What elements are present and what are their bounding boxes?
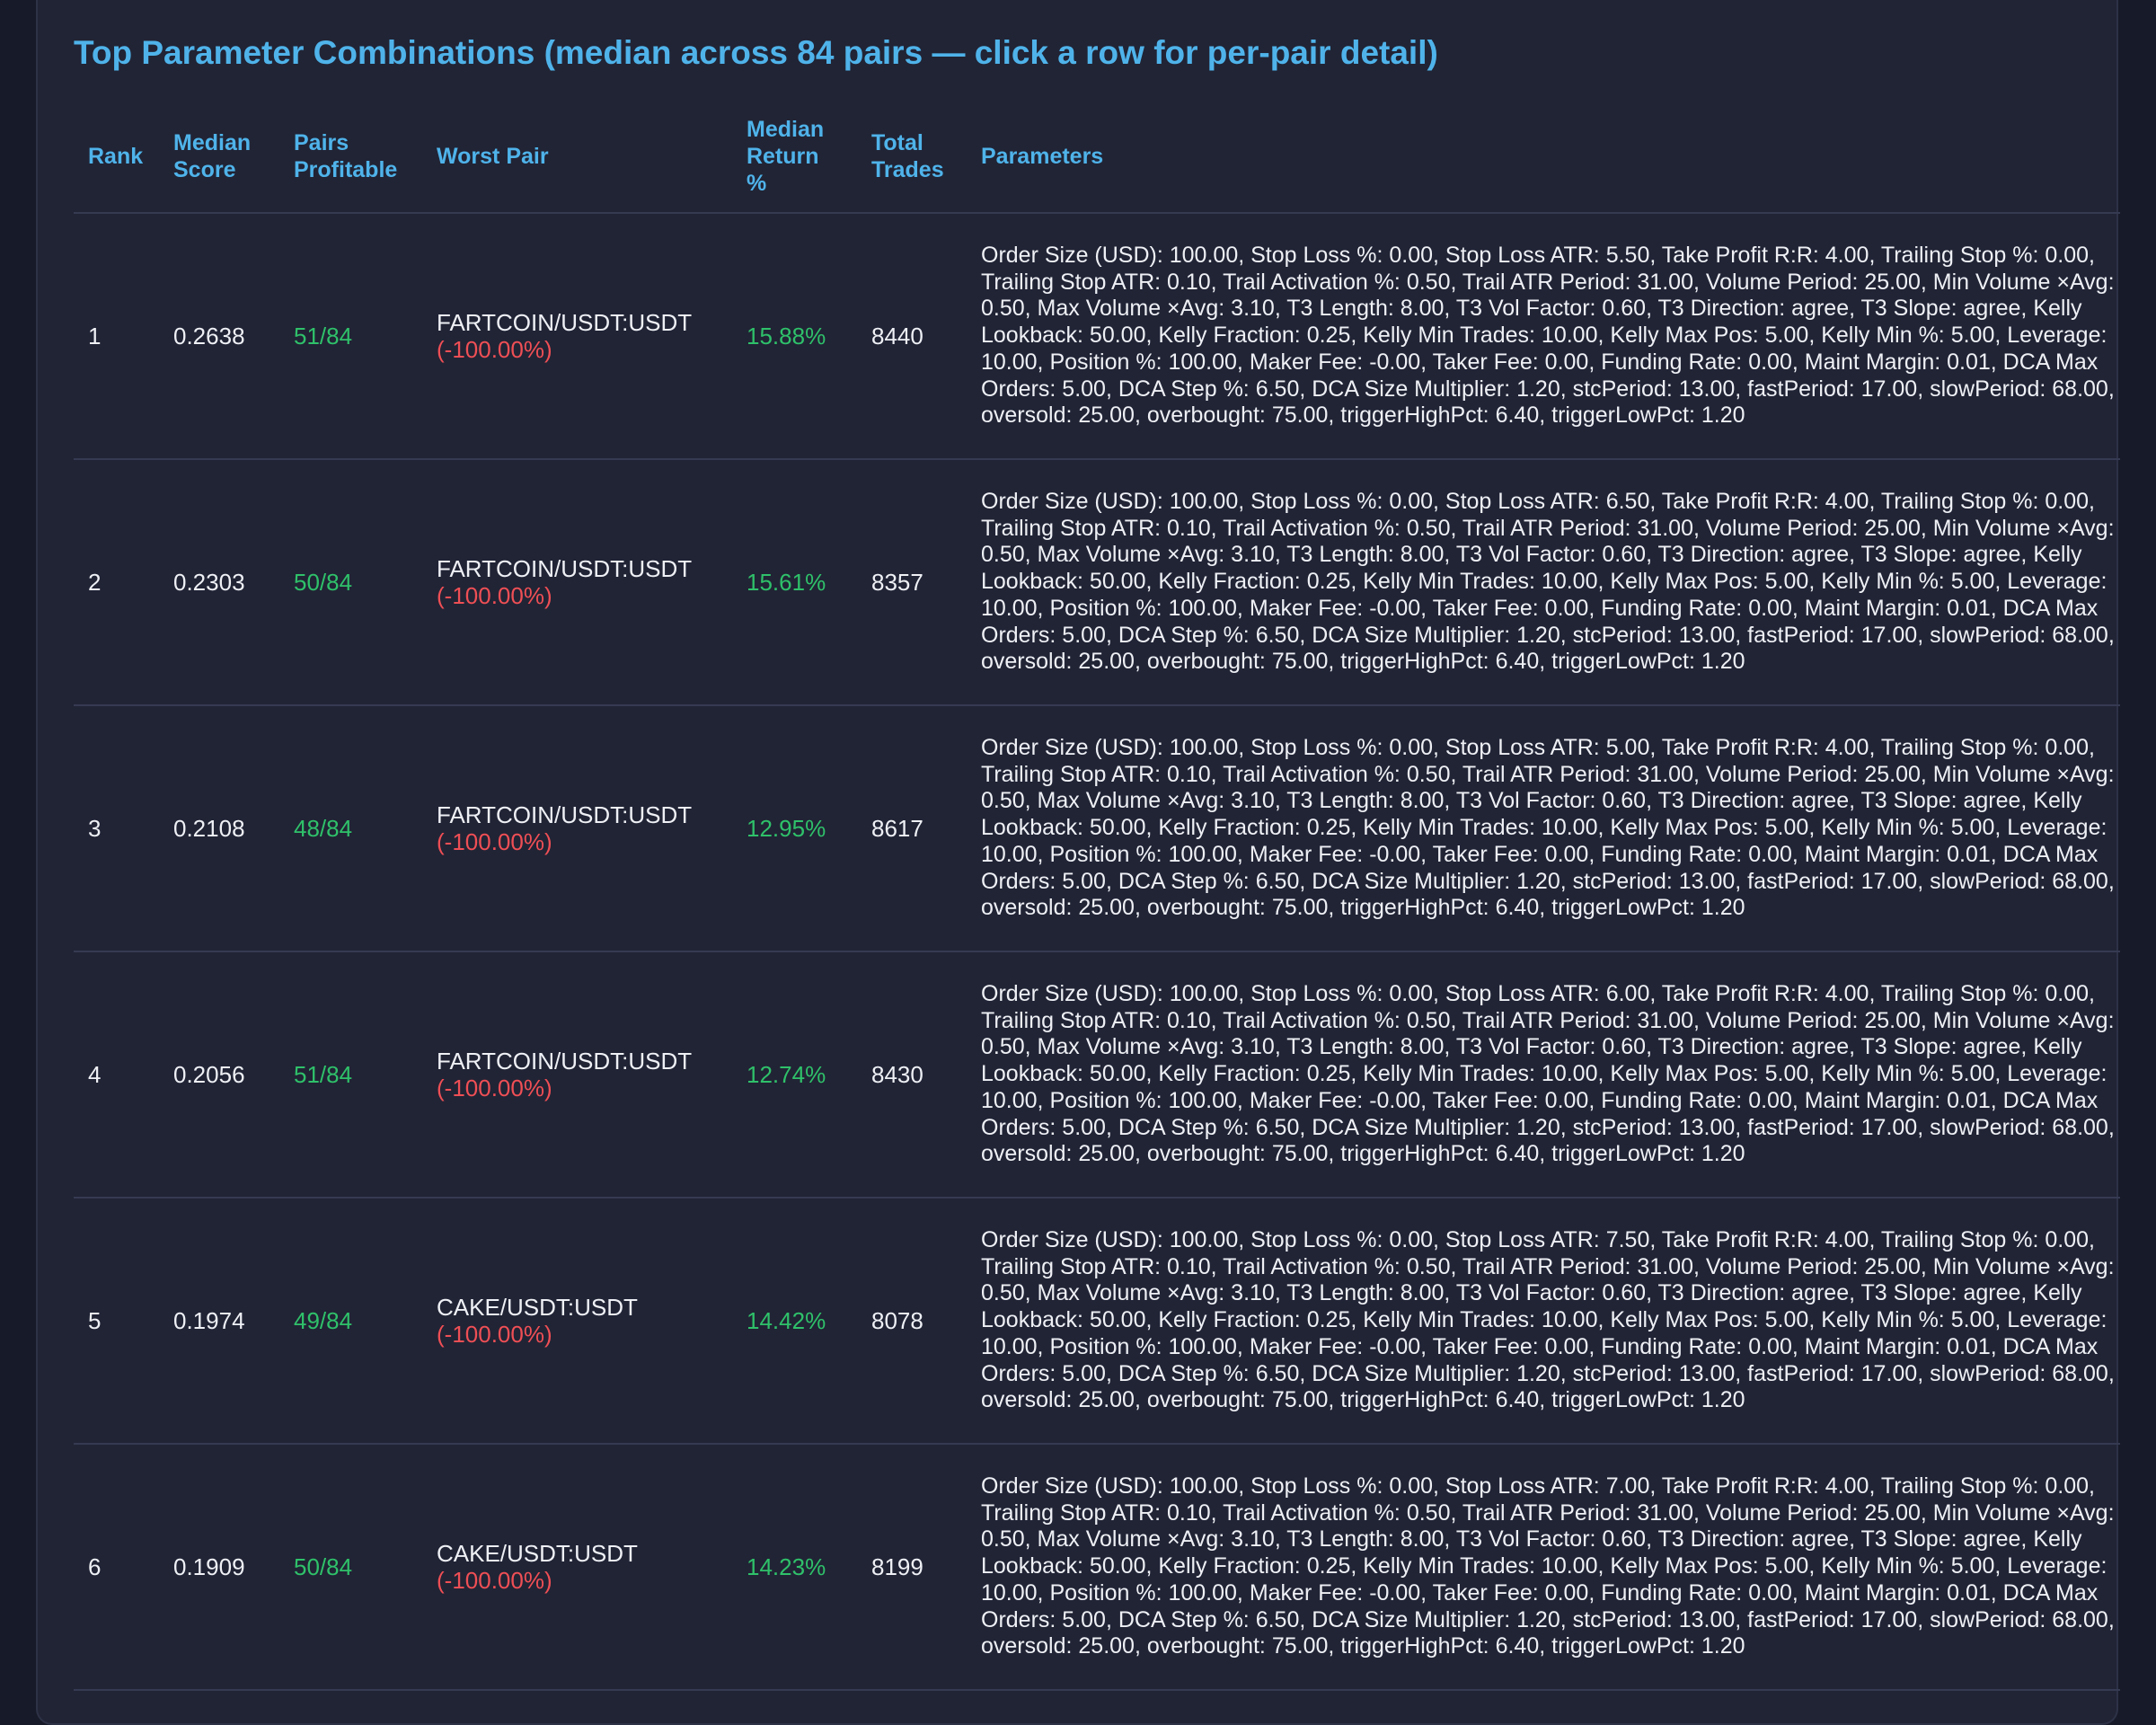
cell-rank: 3 [74, 705, 159, 952]
worst-pair-return: (-100.00%) [437, 582, 552, 609]
worst-pair-return: (-100.00%) [437, 1321, 552, 1348]
cell-worst-pair: CAKE/USDT:USDT (-100.00%) [422, 1444, 732, 1691]
worst-pair-name: CAKE/USDT:USDT [437, 1540, 638, 1567]
worst-pair-name: FARTCOIN/USDT:USDT [437, 309, 693, 336]
header-worst-pair[interactable]: Worst Pair [422, 101, 732, 214]
cell-pairs-profitable: 50/84 [279, 1444, 422, 1691]
header-rank[interactable]: Rank [74, 101, 159, 214]
cell-pairs-profitable: 49/84 [279, 1198, 422, 1445]
worst-pair-name: FARTCOIN/USDT:USDT [437, 555, 693, 582]
cell-parameters: Order Size (USD): 100.00, Stop Loss %: 0… [967, 459, 2120, 706]
cell-pairs-profitable: 51/84 [279, 951, 422, 1199]
cell-median-score: 0.2303 [159, 459, 279, 706]
cell-median-score: 0.1974 [159, 1198, 279, 1445]
cell-worst-pair: FARTCOIN/USDT:USDT (-100.00%) [422, 459, 732, 706]
worst-pair-name: CAKE/USDT:USDT [437, 1294, 638, 1321]
worst-pair-return: (-100.00%) [437, 1567, 552, 1594]
results-table: Rank Median Score Pairs Profitable Worst… [74, 101, 2120, 1691]
worst-pair-return: (-100.00%) [437, 336, 552, 363]
cell-rank: 2 [74, 459, 159, 706]
worst-pair-return: (-100.00%) [437, 828, 552, 855]
header-pairs-profitable[interactable]: Pairs Profitable [279, 101, 422, 214]
cell-median-score: 0.2108 [159, 705, 279, 952]
page-title: Top Parameter Combinations (median acros… [74, 34, 1438, 71]
cell-rank: 4 [74, 951, 159, 1199]
cell-median-score: 0.2056 [159, 951, 279, 1199]
cell-pairs-profitable: 48/84 [279, 705, 422, 952]
table-row[interactable]: 1 0.2638 51/84 FARTCOIN/USDT:USDT (-100.… [74, 213, 2120, 460]
cell-parameters: Order Size (USD): 100.00, Stop Loss %: 0… [967, 1198, 2120, 1445]
cell-worst-pair: FARTCOIN/USDT:USDT (-100.00%) [422, 213, 732, 460]
table-row[interactable]: 5 0.1974 49/84 CAKE/USDT:USDT (-100.00%)… [74, 1198, 2120, 1445]
table-header-row: Rank Median Score Pairs Profitable Worst… [74, 101, 2120, 214]
cell-median-return: 12.74% [732, 951, 857, 1199]
header-median-return[interactable]: Median Return % [732, 101, 857, 214]
cell-total-trades: 8357 [857, 459, 967, 706]
table-row[interactable]: 2 0.2303 50/84 FARTCOIN/USDT:USDT (-100.… [74, 459, 2120, 706]
header-median-score[interactable]: Median Score [159, 101, 279, 214]
cell-pairs-profitable: 50/84 [279, 459, 422, 706]
cell-median-return: 14.42% [732, 1198, 857, 1445]
cell-median-score: 0.1909 [159, 1444, 279, 1691]
cell-total-trades: 8440 [857, 213, 967, 460]
cell-median-return: 14.23% [732, 1444, 857, 1691]
cell-parameters: Order Size (USD): 100.00, Stop Loss %: 0… [967, 213, 2120, 460]
cell-rank: 6 [74, 1444, 159, 1691]
cell-total-trades: 8617 [857, 705, 967, 952]
cell-parameters: Order Size (USD): 100.00, Stop Loss %: 0… [967, 951, 2120, 1199]
cell-median-score: 0.2638 [159, 213, 279, 460]
cell-rank: 1 [74, 213, 159, 460]
cell-worst-pair: CAKE/USDT:USDT (-100.00%) [422, 1198, 732, 1445]
cell-rank: 5 [74, 1198, 159, 1445]
worst-pair-name: FARTCOIN/USDT:USDT [437, 1048, 693, 1075]
cell-pairs-profitable: 51/84 [279, 213, 422, 460]
cell-total-trades: 8199 [857, 1444, 967, 1691]
cell-total-trades: 8430 [857, 951, 967, 1199]
results-panel: Top Parameter Combinations (median acros… [36, 0, 2120, 1725]
cell-median-return: 15.88% [732, 213, 857, 460]
cell-total-trades: 8078 [857, 1198, 967, 1445]
worst-pair-return: (-100.00%) [437, 1075, 552, 1101]
cell-median-return: 15.61% [732, 459, 857, 706]
cell-parameters: Order Size (USD): 100.00, Stop Loss %: 0… [967, 1444, 2120, 1691]
cell-worst-pair: FARTCOIN/USDT:USDT (-100.00%) [422, 951, 732, 1199]
header-parameters[interactable]: Parameters [967, 101, 2120, 214]
table-row[interactable]: 6 0.1909 50/84 CAKE/USDT:USDT (-100.00%)… [74, 1444, 2120, 1691]
table-row[interactable]: 4 0.2056 51/84 FARTCOIN/USDT:USDT (-100.… [74, 951, 2120, 1199]
cell-worst-pair: FARTCOIN/USDT:USDT (-100.00%) [422, 705, 732, 952]
table-row[interactable]: 3 0.2108 48/84 FARTCOIN/USDT:USDT (-100.… [74, 705, 2120, 952]
header-total-trades[interactable]: Total Trades [857, 101, 967, 214]
cell-parameters: Order Size (USD): 100.00, Stop Loss %: 0… [967, 705, 2120, 952]
worst-pair-name: FARTCOIN/USDT:USDT [437, 801, 693, 828]
cell-median-return: 12.95% [732, 705, 857, 952]
